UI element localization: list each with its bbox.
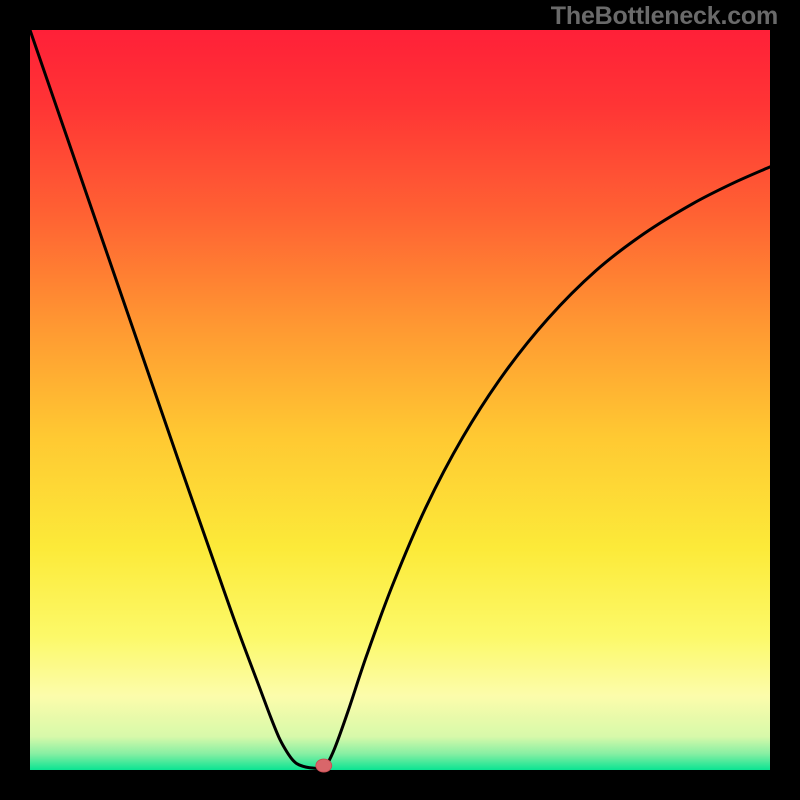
bottleneck-plot bbox=[0, 0, 800, 800]
optimal-point-marker bbox=[316, 759, 332, 772]
bottleneck-chart-container: { "watermark": { "text": "TheBottleneck.… bbox=[0, 0, 800, 800]
gradient-background bbox=[30, 30, 770, 770]
